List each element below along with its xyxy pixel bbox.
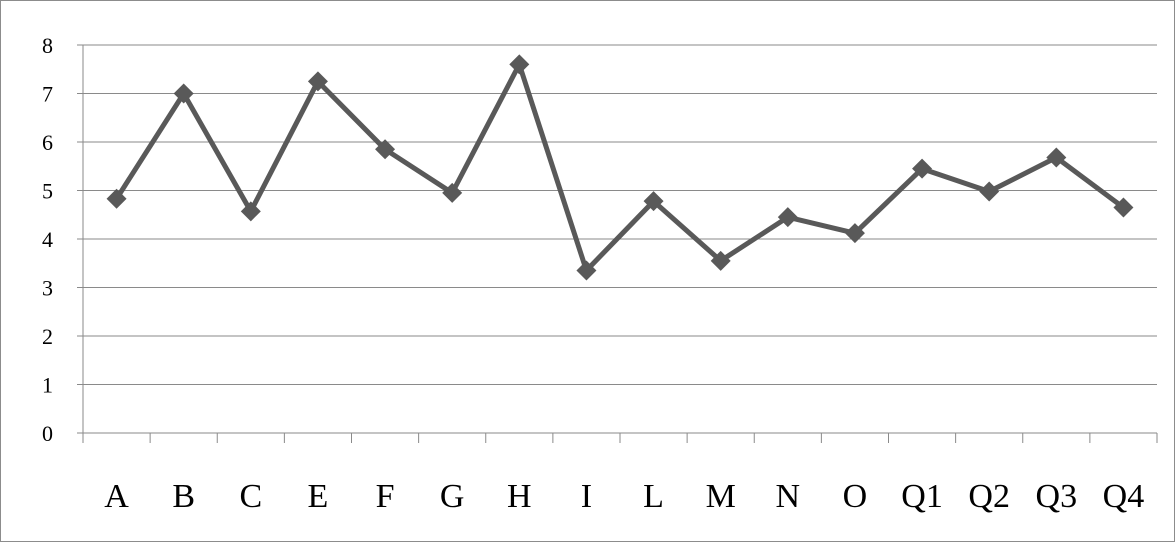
x-axis-tick-labels: A B C E F G H I L M N O Q1 Q2 Q3 Q4 [104,478,1144,515]
x-tick-label-Q2: Q2 [968,478,1010,515]
y-tick-label-1: 1 [42,373,53,398]
data-point-G [442,182,463,203]
x-tick-label-A: A [104,478,129,515]
y-tick-label-2: 2 [42,324,53,349]
x-tick-label-Q3: Q3 [1036,478,1078,515]
x-tick-label-L: L [643,478,664,515]
x-tick-label-I: I [581,478,592,515]
x-tick-label-H: H [507,478,532,515]
y-tick-label-8: 8 [42,33,53,58]
series-line [114,61,1126,273]
y-tick-label-5: 5 [42,179,53,204]
y-tick-label-3: 3 [42,276,53,301]
x-tick-label-M: M [706,478,736,515]
y-tick-label-6: 6 [42,130,53,155]
y-tick-label-4: 4 [42,227,53,252]
data-point-B [173,83,194,104]
y-axis-tick-labels: 0 1 2 3 4 5 6 7 8 [42,33,53,446]
data-point-A [106,188,127,209]
data-point-Q3 [1046,147,1067,168]
data-point-Q4 [1113,197,1134,218]
data-point-F [375,139,396,160]
x-tick-label-G: G [440,478,465,515]
data-point-L [643,191,664,212]
data-point-O [844,223,865,244]
x-tick-label-Q4: Q4 [1103,478,1145,515]
axes [77,44,1158,443]
x-tick-label-Q1: Q1 [901,478,943,515]
y-tick-label-7: 7 [42,82,53,107]
data-point-M [710,250,731,271]
x-tick-label-B: B [172,478,195,515]
y-tick-label-0: 0 [42,421,53,446]
x-tick-label-C: C [239,478,262,515]
data-point-H [509,54,530,75]
data-point-C [240,201,261,222]
data-point-E [307,71,328,92]
data-point-N [777,207,798,228]
gridlines [83,44,1157,385]
x-tick-label-F: F [376,478,395,515]
x-tick-label-N: N [776,478,801,515]
x-tick-label-E: E [308,478,329,515]
data-point-Q2 [979,181,1000,202]
data-point-Q1 [912,158,933,179]
data-point-I [576,260,597,281]
x-tick-label-O: O [843,478,868,515]
series-layer [106,54,1134,281]
